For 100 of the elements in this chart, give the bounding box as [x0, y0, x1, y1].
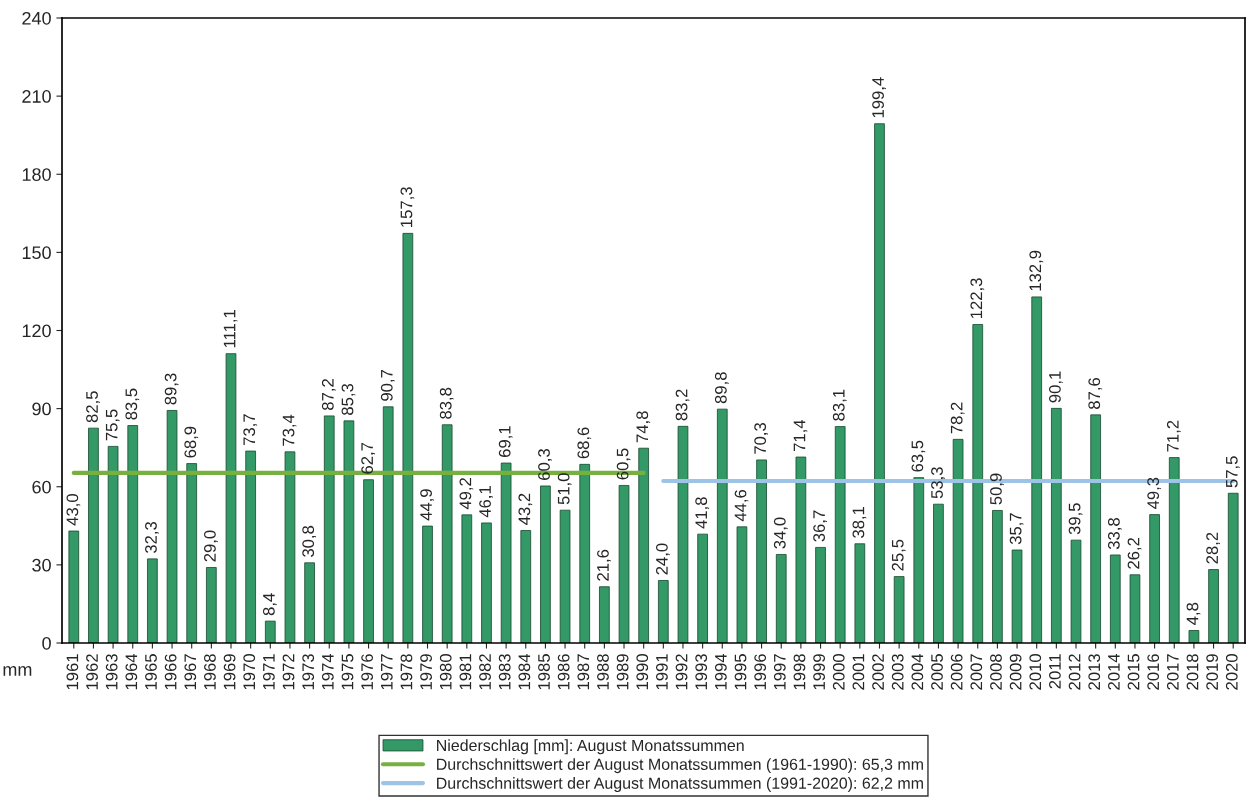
data-label: 87,6	[1088, 377, 1103, 409]
bar	[815, 547, 826, 643]
data-label: 89,8	[714, 372, 729, 404]
data-label: 68,9	[184, 426, 199, 458]
bar	[854, 543, 866, 643]
bar	[88, 427, 99, 643]
bar	[1168, 457, 1180, 643]
data-label: 21,6	[597, 549, 611, 581]
bar	[775, 554, 787, 643]
data-label: 83,1	[832, 389, 847, 421]
bar	[461, 514, 473, 643]
data-label: 132,9	[1029, 250, 1044, 291]
data-label: 28,2	[1206, 532, 1220, 564]
bar	[952, 438, 964, 643]
bar	[1011, 549, 1023, 643]
x-tick-label: 1996	[754, 654, 767, 690]
data-label: 70,3	[754, 423, 769, 454]
x-tick-label: 2009	[1009, 654, 1022, 690]
y-tick-label: 90	[32, 402, 51, 416]
x-tick-label: 1978	[400, 654, 413, 690]
bar	[618, 485, 630, 643]
x-tick-label: 1984	[518, 653, 531, 690]
data-label: 87,2	[321, 379, 336, 410]
x-tick-label: 1987	[577, 654, 590, 690]
x-tick-label: 2017	[1166, 654, 1179, 690]
bar	[284, 451, 296, 643]
x-tick-label: 1983	[498, 654, 511, 690]
data-label: 51,0	[557, 473, 572, 505]
legend-label: Niederschlag [mm]: August Monatssummen	[437, 739, 744, 755]
bar	[736, 526, 748, 643]
bar	[422, 525, 433, 643]
data-label: 157,3	[400, 187, 415, 227]
legend-label: Durchschnittswert der August Monatssummen (1961-1990): 65,3 mm	[437, 758, 923, 774]
y-axis-title: mm	[3, 666, 32, 676]
bar	[402, 232, 414, 643]
data-label: 89,3	[164, 373, 179, 405]
x-tick-label: 2018	[1186, 654, 1199, 690]
bar	[1129, 574, 1141, 643]
bar	[933, 503, 944, 643]
x-tick-label: 1976	[361, 654, 374, 690]
data-label: 90,7	[380, 369, 395, 401]
data-label: 8,4	[262, 593, 277, 616]
bar	[540, 485, 551, 643]
bar	[795, 456, 807, 643]
data-label: 50,9	[990, 473, 1004, 505]
bar	[559, 509, 571, 643]
data-label: 90,1	[1049, 371, 1063, 403]
bar	[697, 533, 708, 643]
bar	[599, 586, 610, 643]
bar	[304, 562, 315, 643]
data-label: 43,2	[518, 493, 533, 525]
bar	[1208, 569, 1219, 643]
bar	[127, 425, 139, 643]
x-tick-label: 1970	[243, 654, 256, 690]
data-label: 69,1	[498, 426, 513, 457]
data-label: 63,5	[911, 440, 926, 472]
bar	[716, 408, 728, 643]
bar	[1227, 492, 1239, 643]
data-label: 62,7	[361, 442, 375, 474]
data-label: 73,4	[282, 414, 297, 446]
data-label: 30,8	[302, 525, 317, 557]
bar	[972, 324, 984, 643]
data-label: 199,4	[872, 77, 886, 118]
bar	[677, 425, 689, 643]
data-label: 53,3	[931, 467, 945, 499]
y-tick-label: 120	[22, 324, 51, 338]
bar	[186, 463, 198, 643]
x-tick-label: 1998	[793, 654, 806, 690]
x-tick-label: 1977	[380, 654, 393, 690]
data-label: 85,3	[341, 383, 356, 415]
bar	[1070, 539, 1082, 643]
x-tick-label: 2005	[931, 654, 943, 690]
x-tick-label: 1989	[616, 654, 629, 690]
data-label: 78,2	[950, 402, 965, 434]
data-label: 44,9	[420, 489, 434, 521]
x-tick-label: 2015	[1127, 654, 1140, 690]
data-label: 33,8	[1107, 518, 1122, 550]
bar	[579, 463, 591, 643]
x-tick-label: 1971	[262, 654, 275, 690]
bar	[1149, 514, 1160, 643]
bar	[874, 123, 885, 643]
y-tick-label: 210	[22, 90, 51, 103]
x-tick-label: 2004	[911, 653, 924, 690]
bar	[441, 424, 453, 643]
x-tick-label: 1982	[479, 654, 491, 690]
x-tick-label: 1986	[557, 654, 570, 690]
data-label: 57,5	[1226, 456, 1240, 488]
x-tick-label: 1963	[105, 654, 118, 690]
bar	[893, 576, 905, 643]
x-tick-label: 1985	[538, 654, 550, 690]
bar	[245, 450, 256, 643]
x-tick-label: 1969	[223, 654, 236, 690]
data-label: 38,1	[852, 506, 867, 538]
bar	[1109, 554, 1121, 643]
data-label: 32,3	[145, 521, 159, 554]
bar	[225, 353, 237, 643]
x-tick-label: 1961	[66, 654, 79, 690]
data-label: 74,8	[636, 411, 651, 443]
bar	[107, 445, 119, 643]
data-label: 43,0	[66, 494, 81, 526]
